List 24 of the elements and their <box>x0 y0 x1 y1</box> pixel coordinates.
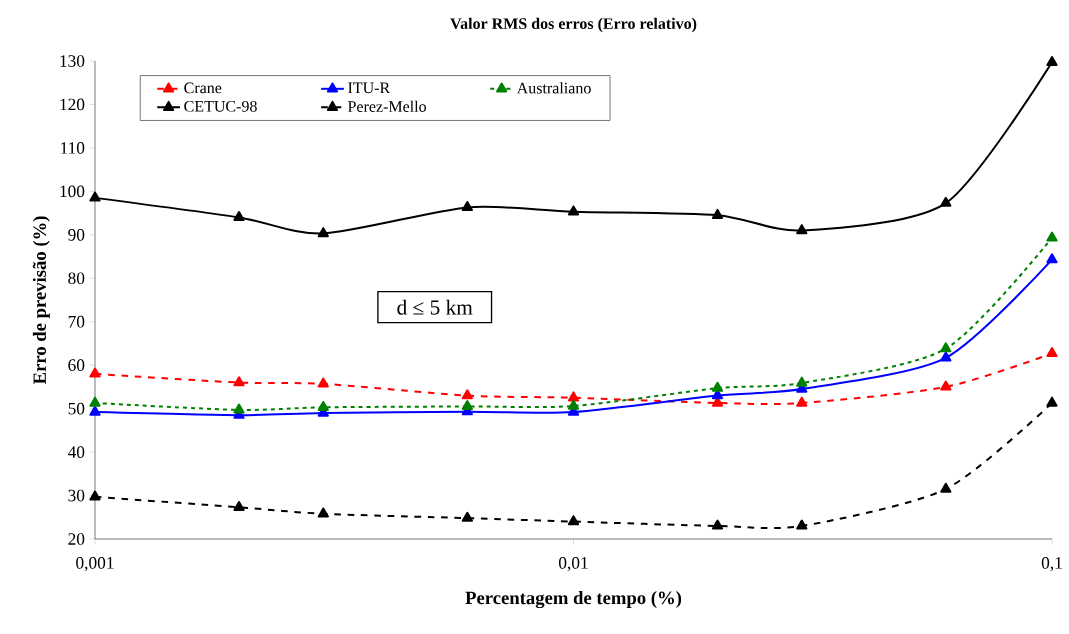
y-tick-label: 90 <box>68 228 85 241</box>
x-tick-label: 0,1 <box>1041 557 1062 572</box>
annotation: d ≤ 5 km <box>397 299 473 315</box>
legend-label: Perez-Mello <box>347 100 426 112</box>
y-tick-label: 50 <box>68 402 85 415</box>
x-tick-label: 0,001 <box>76 557 114 572</box>
y-tick-label: 120 <box>60 98 85 111</box>
y-tick-label: 60 <box>68 359 85 372</box>
y-tick-label: 100 <box>60 185 85 198</box>
x-tick-label: 0,01 <box>559 557 588 572</box>
legend-label: ITU-R <box>348 82 391 94</box>
y-tick-label: 30 <box>68 489 85 502</box>
legend-label: Australiano <box>516 82 591 94</box>
chart-title: Valor RMS dos erros (Erro relativo) <box>450 17 697 33</box>
legend-label: CETUC-98 <box>184 100 257 112</box>
y-axis-title: Erro de previsão (%) <box>32 216 50 385</box>
y-tick-label: 130 <box>60 55 85 67</box>
y-tick-label: 110 <box>61 142 85 154</box>
y-tick-label: 80 <box>68 272 85 285</box>
y-tick-label: 70 <box>68 315 85 328</box>
x-axis-title: Percentagem de tempo (%) <box>465 591 682 609</box>
y-tick-label: 40 <box>67 446 85 458</box>
legend-label: Crane <box>184 82 222 94</box>
y-tick-label: 20 <box>68 533 85 545</box>
